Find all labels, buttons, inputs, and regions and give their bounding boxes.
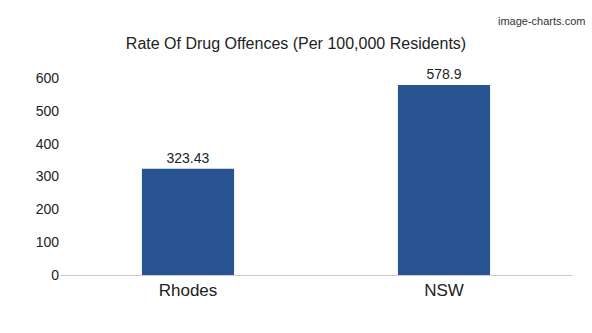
svg-text:NSW: NSW (424, 281, 464, 300)
svg-text:578.9: 578.9 (426, 66, 461, 82)
svg-text:Rhodes: Rhodes (159, 281, 218, 300)
svg-text:0: 0 (51, 267, 59, 283)
svg-text:100: 100 (36, 234, 60, 250)
svg-text:500: 500 (36, 103, 60, 119)
svg-text:600: 600 (36, 70, 60, 86)
svg-text:323.43: 323.43 (166, 150, 209, 166)
svg-text:200: 200 (36, 201, 60, 217)
svg-text:400: 400 (36, 136, 60, 152)
svg-text:300: 300 (36, 168, 60, 184)
svg-text:image-charts.com: image-charts.com (498, 15, 585, 27)
svg-text:Rate Of Drug Offences (Per 100: Rate Of Drug Offences (Per 100,000 Resid… (126, 35, 466, 52)
